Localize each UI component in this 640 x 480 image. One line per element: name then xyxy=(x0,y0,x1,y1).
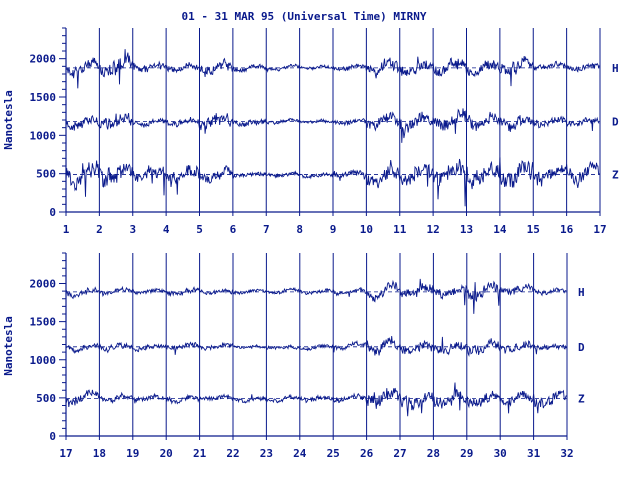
x-tick-label: 18 xyxy=(93,447,106,460)
x-tick-label: 22 xyxy=(226,447,239,460)
series-trace-H xyxy=(65,49,600,89)
x-tick-label: 6 xyxy=(230,223,237,236)
series-trace-D xyxy=(65,335,567,358)
y-tick-label: 2000 xyxy=(30,53,57,66)
y-axis-label: Nanotesla xyxy=(2,90,15,150)
x-tick-label: 10 xyxy=(360,223,373,236)
series-label-D: D xyxy=(578,341,585,354)
panel-bottom: 17 18 19 20 21 22 23 24 25 26 27 28 29 30 31 32 0 500 1000… xyxy=(2,252,585,460)
panel-top: 1 2 3 4 5 6 7 8 9 10 11 12 13 14 15 16 17050010001500200… xyxy=(2,27,619,236)
series-label-D: D xyxy=(612,116,619,129)
series-label-Z: Z xyxy=(578,393,585,406)
x-tick-label: 19 xyxy=(126,447,139,460)
x-tick-label: 1 xyxy=(63,223,70,236)
x-tick-label: 16 xyxy=(560,223,574,236)
x-tick-label: 3 xyxy=(129,223,136,236)
series-trace-Z xyxy=(65,157,600,207)
series-label-H: H xyxy=(612,62,619,75)
x-tick-label: 7 xyxy=(263,223,270,236)
x-tick-label: 12 xyxy=(427,223,440,236)
x-tick-label: 17 xyxy=(593,223,606,236)
x-tick-label: 4 xyxy=(163,223,170,236)
x-tick-label: 9 xyxy=(330,223,337,236)
x-tick-label: 23 xyxy=(260,447,273,460)
y-tick-label: 1500 xyxy=(30,91,57,104)
y-tick-label: 500 xyxy=(36,392,56,405)
series-label-Z: Z xyxy=(612,168,619,181)
x-tick-label: 13 xyxy=(460,223,473,236)
x-tick-label: 17 xyxy=(59,447,72,460)
y-tick-label: 1000 xyxy=(30,354,57,367)
x-tick-label: 20 xyxy=(160,447,173,460)
y-tick-label: 0 xyxy=(49,430,56,443)
x-tick-label: 11 xyxy=(393,223,407,236)
x-tick-label: 8 xyxy=(296,223,303,236)
y-tick-label: 1500 xyxy=(30,316,57,329)
x-tick-label: 27 xyxy=(393,447,406,460)
y-tick-label: 2000 xyxy=(30,278,57,291)
x-tick-label: 5 xyxy=(196,223,203,236)
y-tick-label: 1000 xyxy=(30,129,57,142)
y-tick-label: 500 xyxy=(36,168,56,181)
x-tick-label: 30 xyxy=(494,447,507,460)
x-tick-label: 32 xyxy=(560,447,573,460)
chart-title: 01 - 31 MAR 95 (Universal Time) MIRNY xyxy=(181,10,426,23)
y-tick-label: 0 xyxy=(49,206,56,219)
x-tick-label: 21 xyxy=(193,447,207,460)
x-tick-label: 14 xyxy=(493,223,507,236)
x-tick-label: 2 xyxy=(96,223,103,236)
x-tick-label: 31 xyxy=(527,447,541,460)
x-tick-label: 15 xyxy=(527,223,540,236)
series-trace-H xyxy=(65,278,567,314)
series-trace-D xyxy=(65,108,600,143)
x-tick-label: 25 xyxy=(327,447,340,460)
x-tick-label: 28 xyxy=(427,447,440,460)
x-tick-label: 24 xyxy=(293,447,307,460)
series-trace-Z xyxy=(65,382,567,417)
y-axis-label: Nanotesla xyxy=(2,316,15,376)
x-tick-label: 29 xyxy=(460,447,473,460)
x-tick-label: 26 xyxy=(360,447,374,460)
series-label-H: H xyxy=(578,286,585,299)
